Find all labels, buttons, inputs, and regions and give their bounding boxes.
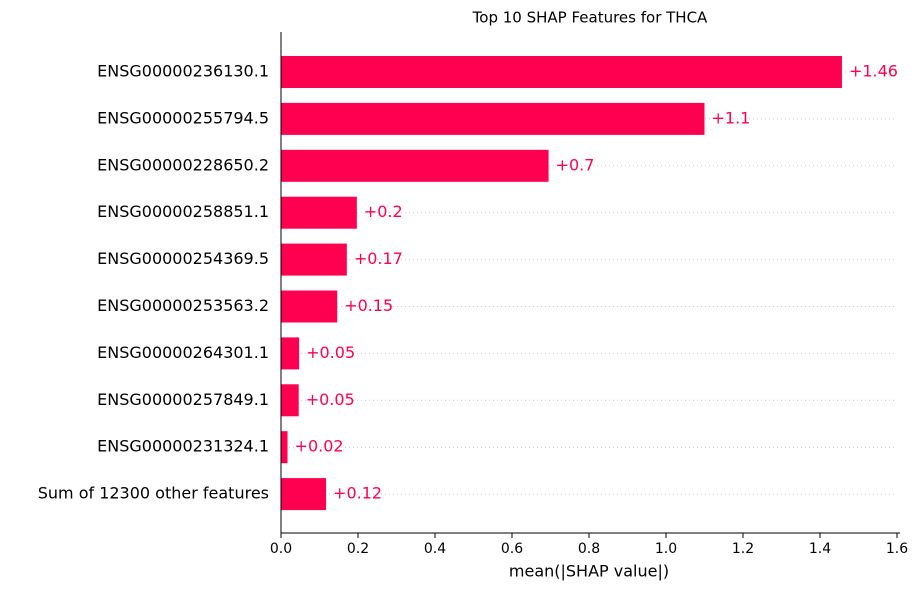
x-axis-label: mean(|SHAP value|) [509,562,669,581]
y-tick-label: ENSG00000257849.1 [97,390,269,409]
bar [281,56,842,88]
x-tick-label: 1.4 [809,541,831,557]
x-tick-label: 0.6 [501,541,523,557]
bar [281,102,705,135]
y-tick-label: ENSG00000228650.2 [97,155,269,174]
x-tick-label: 1.6 [886,541,908,557]
bar [281,431,288,464]
bar [281,290,338,323]
value-label: +0.15 [344,296,393,315]
x-tick-label: 0.8 [578,541,600,557]
value-label: +0.02 [295,437,344,456]
y-tick-label: ENSG00000255794.5 [97,108,269,127]
x-tick-label: 1.2 [732,541,754,557]
y-tick-label: ENSG00000264301.1 [97,343,269,362]
y-tick-label: ENSG00000231324.1 [97,437,269,456]
y-tick-label: Sum of 12300 other features [38,484,269,503]
bar [281,243,347,276]
value-label: +0.2 [364,202,403,221]
bar [281,384,299,417]
bar [281,478,327,511]
value-label: +0.12 [333,484,382,503]
y-tick-label: ENSG00000258851.1 [97,202,269,221]
value-label: +1.46 [849,62,898,81]
chart-title: Top 10 SHAP Features for THCA [472,9,708,27]
value-label: +0.7 [556,155,595,174]
x-tick-label: 0.4 [424,541,446,557]
value-label: +0.05 [306,390,355,409]
value-label: +0.05 [306,343,355,362]
value-label: +0.17 [354,249,403,268]
x-tick-label: 0.2 [347,541,369,557]
bar [281,149,549,182]
y-tick-label: ENSG00000254369.5 [97,249,269,268]
bar [281,196,357,229]
x-tick-label: 1.0 [655,541,677,557]
value-label: +1.1 [712,108,751,127]
bar [281,337,300,370]
x-tick-label: 0.0 [270,541,292,557]
y-tick-label: ENSG00000253563.2 [97,296,269,315]
y-tick-label: ENSG00000236130.1 [97,62,269,81]
